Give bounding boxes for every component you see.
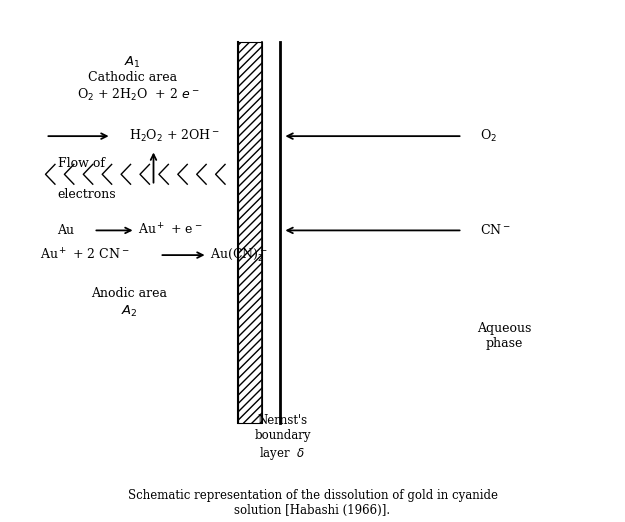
Text: H$_2$O$_2$ + 2OH$^-$: H$_2$O$_2$ + 2OH$^-$ [129, 128, 220, 144]
Bar [238, 42, 261, 423]
Text: O$_2$: O$_2$ [481, 128, 498, 144]
Text: Au$^+$ + 2 CN$^-$: Au$^+$ + 2 CN$^-$ [39, 247, 129, 263]
Text: Au(CN)$_2^-$: Au(CN)$_2^-$ [211, 246, 268, 264]
Text: Au: Au [58, 224, 74, 237]
Text: O$_2$ + 2H$_2$O  + 2 $e^-$: O$_2$ + 2H$_2$O + 2 $e^-$ [78, 87, 200, 103]
Text: $A_1$: $A_1$ [124, 54, 141, 69]
Text: Anodic area: Anodic area [91, 287, 168, 300]
Text: Schematic representation of the dissolution of gold in cyanide
solution [Habashi: Schematic representation of the dissolut… [127, 489, 498, 517]
Text: Cathodic area: Cathodic area [88, 72, 177, 84]
Text: Flow of: Flow of [58, 157, 104, 170]
Text: electrons: electrons [58, 188, 116, 201]
Text: Aqueous
phase: Aqueous phase [478, 322, 532, 350]
Text: Nernst's
boundary
layer  $\delta$: Nernst's boundary layer $\delta$ [254, 414, 311, 461]
Text: $A_2$: $A_2$ [121, 304, 138, 319]
Text: Au$^+$ + e$^-$: Au$^+$ + e$^-$ [139, 223, 203, 238]
Text: CN$^-$: CN$^-$ [481, 223, 511, 238]
